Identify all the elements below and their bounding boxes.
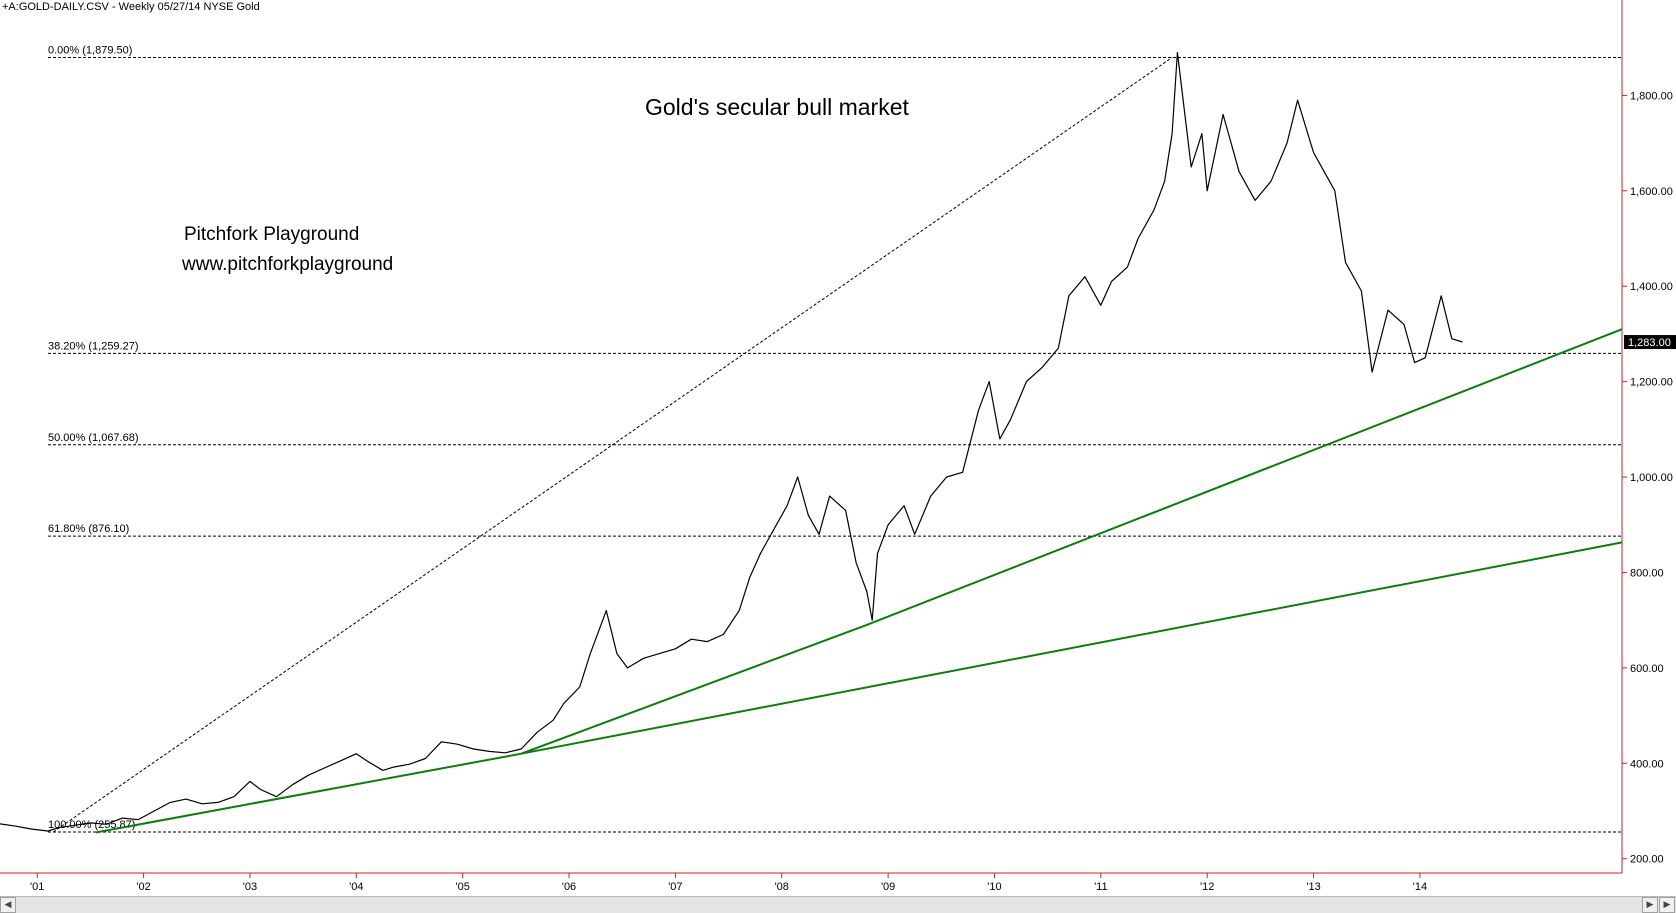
y-tick-label: 800.00 [1630,567,1664,579]
fib-level-label: 61.80% (876.10) [48,523,129,535]
x-tick-label: '03 [243,881,257,893]
y-tick-label: 1,600.00 [1630,186,1673,198]
x-tick-label: '07 [668,881,682,893]
chart-header: +A:GOLD-DAILY.CSV - Weekly 05/27/14 NYSE… [2,1,260,13]
x-tick-label: '04 [349,881,363,893]
scroll-end-arrow-icon[interactable]: ▶ [1659,897,1675,913]
trendline-group [95,328,1623,834]
x-tick-label: '13 [1306,881,1320,893]
fibonacci-retracement-group: 0.00% (1,879.50) 38.20% (1,259.27) 50.00% … [48,44,1622,833]
x-tick-label: '02 [136,881,150,893]
x-tick-label: '14 [1413,881,1427,893]
x-tick-label: '05 [455,881,469,893]
fib-level-label: 100.00% (255.87) [48,819,135,831]
x-tick-label: '06 [562,881,576,893]
x-tick-label: '12 [1200,881,1214,893]
y-tick-label: 400.00 [1630,758,1664,770]
scroll-right-arrow-icon[interactable]: ▶ [1642,897,1658,913]
x-tick-label: '01 [30,881,44,893]
scroll-left-arrow-icon[interactable]: ◀ [0,897,16,913]
x-tick-label: '10 [987,881,1001,893]
author-annotation: Pitchfork Playground [184,224,360,245]
last-price-tag [1624,335,1676,350]
price-line [0,51,1463,832]
fib-level-label: 38.20% (1,259.27) [48,340,139,352]
trendline [520,328,1623,755]
x-tick-label: '11 [1094,881,1108,893]
fib-level-label: 50.00% (1,067.68) [48,432,139,444]
y-tick-label: 1,800.00 [1630,90,1673,102]
trendline [95,541,1623,834]
chart-title-annotation: Gold's secular bull market [645,94,909,120]
fib-swing-line [52,57,1173,833]
y-tick-label: 1,200.00 [1630,377,1673,389]
fib-level-label: 0.00% (1,879.50) [48,44,132,56]
last-price-label: 1,283.00 [1628,337,1671,349]
y-tick-label: 200.00 [1630,854,1664,866]
website-annotation: www.pitchforkplayground [182,254,394,275]
price-series-group [0,51,1463,832]
axes-group: 200.00 400.00 600.00 800.00 1,000.00 1,200.00… [0,0,1676,893]
y-tick-label: 1,000.00 [1630,472,1673,484]
x-tick-label: '09 [881,881,895,893]
y-tick-label: 1,400.00 [1630,281,1673,293]
horizontal-scrollbar[interactable]: ◀ ▶ ▶ [0,896,1676,913]
y-tick-label: 600.00 [1630,663,1664,675]
x-tick-label: '08 [775,881,789,893]
